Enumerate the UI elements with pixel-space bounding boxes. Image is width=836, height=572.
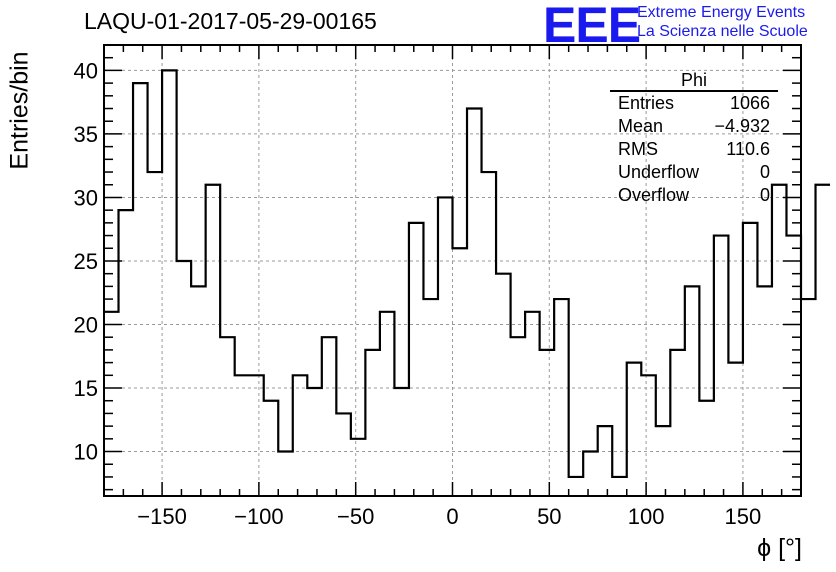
- x-tick-label: 50: [537, 504, 561, 529]
- y-tick-label: 20: [74, 312, 98, 337]
- stats-row-overflow: Overflow 0: [610, 184, 778, 207]
- stats-value: 0: [759, 185, 770, 205]
- stats-label: Overflow: [618, 185, 690, 205]
- y-tick-label: 30: [74, 185, 98, 210]
- stats-row-mean: Mean −4.932: [610, 115, 778, 138]
- stats-row-rms: RMS 110.6: [610, 138, 778, 161]
- stats-box: Phi Entries 1066 Mean −4.932 RMS 110.6 Unde…: [610, 70, 778, 207]
- y-axis-label: Entries/bin: [5, 51, 34, 170]
- stats-row-entries: Entries 1066: [610, 92, 778, 115]
- stats-label: Underflow: [618, 162, 700, 182]
- plot-frame: [103, 44, 802, 497]
- logo-caption: Extreme Energy Events La Scienza nelle S…: [637, 3, 808, 41]
- stats-row-underflow: Underflow 0: [610, 161, 778, 184]
- stats-value: −4.932: [714, 116, 770, 136]
- y-tick-label: 40: [74, 58, 98, 83]
- y-tick-label: 15: [74, 376, 98, 401]
- x-axis-label: ϕ [°]: [757, 534, 802, 562]
- y-axis-ticks: 10 15 20 25 30 35 40: [74, 44, 801, 491]
- stats-label: RMS: [618, 139, 658, 159]
- chart-title: LAQU-01-2017-05-29-00165: [84, 8, 377, 34]
- x-tick-label: −150: [137, 504, 187, 529]
- logo-line-1: Extreme Energy Events: [637, 4, 806, 21]
- x-tick-label: 0: [446, 504, 458, 529]
- x-tick-label: −100: [234, 504, 284, 529]
- x-axis-ticks: −150 −100 −50 0 50 100 150: [122, 45, 783, 529]
- x-tick-label: 100: [628, 504, 665, 529]
- stats-value: 110.6: [726, 139, 770, 159]
- y-tick-label: 10: [74, 440, 98, 465]
- x-tick-label: −50: [337, 504, 374, 529]
- stats-value: 1066: [729, 93, 770, 113]
- stats-label: Entries: [618, 93, 675, 113]
- histogram-line: [104, 69, 831, 479]
- stats-label: Mean: [618, 116, 664, 136]
- x-tick-label: 150: [725, 504, 762, 529]
- logo-line-2: La Scienza nelle Scuole: [637, 23, 808, 40]
- stats-title: Phi: [610, 70, 778, 92]
- eee-logo: EEE: [543, 0, 641, 53]
- y-tick-label: 35: [74, 122, 98, 147]
- y-tick-label: 25: [74, 249, 98, 274]
- stats-value: 0: [759, 162, 770, 182]
